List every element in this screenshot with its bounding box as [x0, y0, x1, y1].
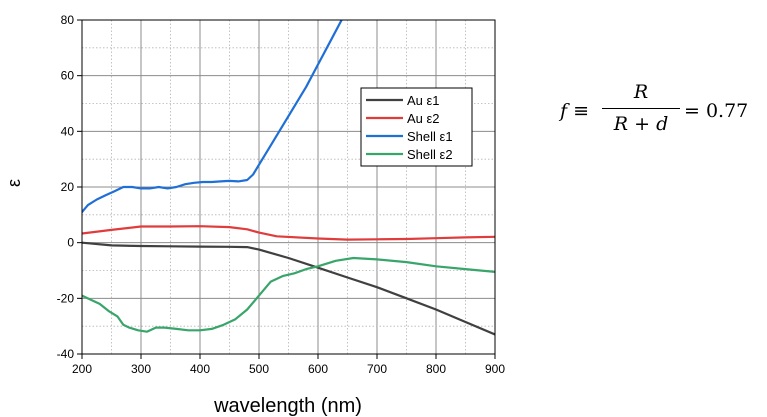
legend-label: Shell ε2	[407, 147, 453, 162]
ticks: 200 300 400 500 600 700 800 900 -40 -20 0 20 40 60 80	[57, 13, 506, 376]
formula-fraction: R R + d	[602, 78, 680, 137]
legend: Au ε1 Au ε2 Shell ε1 Shell ε2	[360, 87, 473, 167]
y-tick-label: 20	[61, 180, 75, 194]
series-line-1	[82, 225, 495, 241]
formula-fraction-bar	[602, 108, 680, 109]
x-tick-label: 400	[190, 362, 210, 376]
x-tick-label: 600	[308, 362, 328, 376]
formula-rhs: = 0.77	[684, 100, 749, 122]
formula-lhs: f ≡	[560, 100, 589, 122]
legend-label: Au ε2	[407, 111, 440, 126]
y-tick-label: 80	[61, 13, 75, 27]
y-tick-label: -40	[57, 347, 75, 361]
y-tick-label: -20	[57, 291, 75, 305]
x-tick-label: 300	[131, 362, 151, 376]
x-tick-label: 700	[367, 362, 387, 376]
series-line-3	[82, 256, 495, 333]
y-tick-label: 40	[61, 124, 75, 138]
formula-denominator: R + d	[613, 113, 669, 135]
x-tick-label: 500	[249, 362, 269, 376]
formula-numerator: R	[633, 81, 649, 103]
x-axis-title: wavelength (nm)	[213, 395, 362, 417]
y-tick-label: 60	[61, 69, 75, 83]
x-tick-label: 800	[426, 362, 446, 376]
x-tick-label: 900	[485, 362, 505, 376]
y-axis-title: ε	[4, 179, 24, 187]
series-layer	[82, 20, 495, 336]
series-line-2	[82, 20, 343, 214]
y-tick-label: 0	[67, 236, 74, 250]
formula: f ≡ R R + d = 0.77	[560, 78, 760, 148]
grid	[82, 20, 495, 354]
series-line-0	[82, 241, 495, 336]
legend-label: Shell ε1	[407, 129, 453, 144]
legend-label: Au ε1	[407, 93, 440, 108]
x-tick-label: 200	[72, 362, 92, 376]
